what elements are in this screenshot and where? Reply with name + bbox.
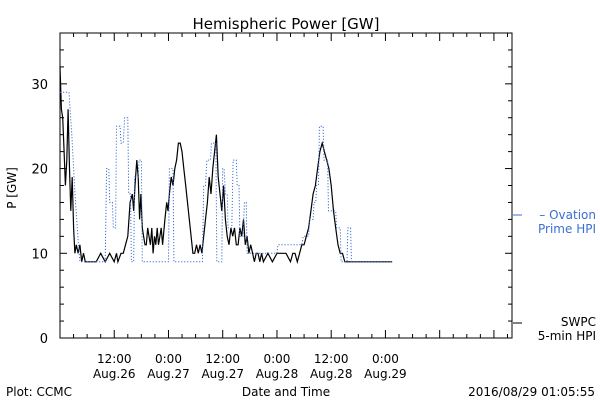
- x-tick-label-time: 0:00: [263, 352, 290, 366]
- x-tick-label-date: Aug.27: [201, 367, 244, 381]
- x-tick-label-time: 0:00: [372, 352, 399, 366]
- plot-frame: [59, 32, 513, 339]
- legend-ovation-line1: – Ovation: [539, 208, 596, 222]
- y-tick-label: 10: [31, 247, 48, 262]
- x-tick-label-time: 12:00: [97, 352, 132, 366]
- x-axis: 12:00Aug.260:00Aug.2712:00Aug.270:00Aug.…: [73, 33, 508, 381]
- x-axis-label: Date and Time: [242, 385, 330, 399]
- x-tick-label-date: Aug.29: [364, 367, 407, 381]
- series-swpc-line: [59, 66, 393, 265]
- x-tick-label-date: Aug.27: [147, 367, 190, 381]
- series-layer: [59, 66, 393, 265]
- x-tick-label-date: Aug.28: [256, 367, 299, 381]
- y-tick-label: 0: [40, 332, 48, 347]
- plot-credit: Plot: CCMC: [6, 385, 72, 399]
- timestamp-label: 2016/08/29 01:05:55: [468, 385, 595, 399]
- x-tick-label-time: 0:00: [155, 352, 182, 366]
- legend-ovation-line2: Prime HPI: [538, 222, 596, 236]
- y-tick-label: 20: [31, 163, 48, 178]
- x-tick-label-date: Aug.28: [310, 367, 353, 381]
- x-tick-label-time: 12:00: [314, 352, 349, 366]
- x-tick-label-date: Aug.26: [93, 367, 136, 381]
- x-tick-label-time: 12:00: [205, 352, 240, 366]
- chart-title: Hemispheric Power [GW]: [193, 15, 380, 33]
- y-tick-label: 30: [31, 78, 48, 93]
- legend-swpc-line2: 5-min HPI: [538, 329, 596, 343]
- y-axis: 0 10 20 30: [31, 32, 512, 347]
- y-axis-label: P [GW]: [5, 167, 19, 209]
- series-ovation-line: [60, 91, 393, 263]
- legend-swpc-line1: SWPC: [561, 315, 596, 329]
